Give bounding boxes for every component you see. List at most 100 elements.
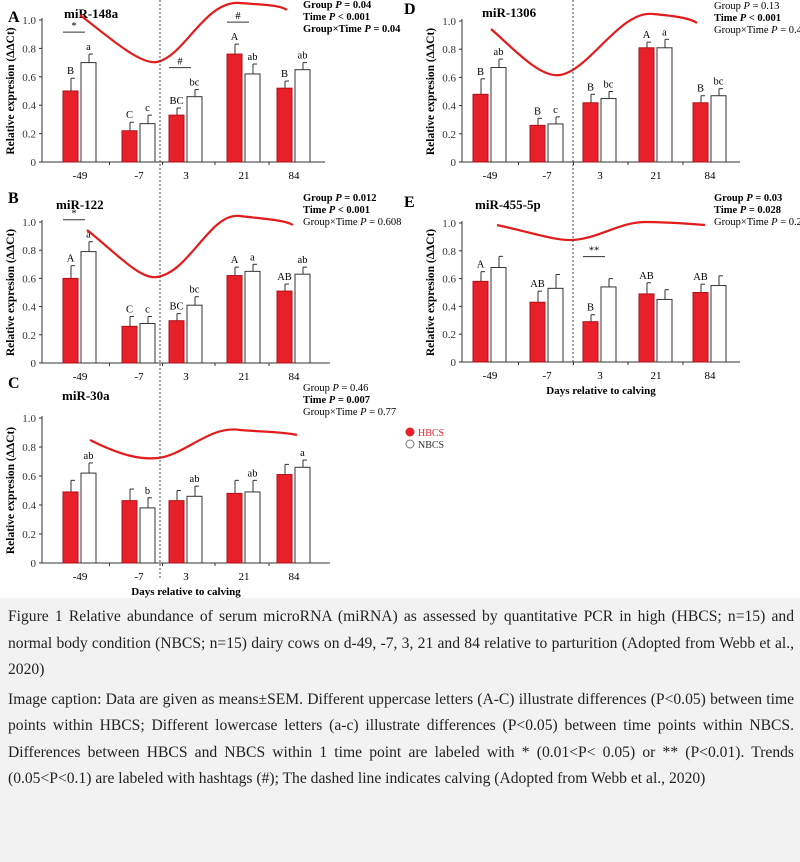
y-tick-label: 0.6 <box>22 471 36 483</box>
significance-letter: ab <box>298 255 308 266</box>
significance-letter: bc <box>190 285 200 296</box>
bar-nbcs <box>244 73 261 163</box>
bar-nbcs <box>244 270 261 364</box>
y-tick-label: 0.6 <box>442 72 456 84</box>
y-tick-label: 0.6 <box>22 72 36 84</box>
significance-letter: ab <box>298 51 308 62</box>
significance-letter: AB <box>693 272 708 283</box>
trend-curve <box>89 428 298 460</box>
x-tick-label: 84 <box>705 170 717 182</box>
bar-hbcs <box>276 290 293 364</box>
y-tick-label: 0.4 <box>442 101 456 113</box>
y-tick-label: 0.4 <box>22 500 36 512</box>
y-tick-label: 1.0 <box>442 218 456 230</box>
stat-label: Group <box>303 193 335 204</box>
figure-caption-text: Figure 1 Relative abundance of serum mic… <box>8 608 794 678</box>
x-tick-label: 84 <box>705 370 717 382</box>
stat-label: Group×Time <box>714 217 771 228</box>
stat-value: = 0.007 <box>335 395 370 406</box>
significance-letter: a <box>250 252 255 263</box>
p-symbol: P <box>329 205 336 216</box>
stat-label: Time <box>714 13 740 24</box>
stat-label: Group×Time <box>303 24 364 35</box>
significance-letter: a <box>662 27 667 38</box>
y-tick-label: 0 <box>31 558 37 570</box>
trend-curve <box>79 1 288 64</box>
stat-value: < 0.001 <box>335 205 370 216</box>
bar-hbcs <box>168 114 185 163</box>
stat-label: Time <box>714 205 740 216</box>
x-tick-label: -7 <box>134 371 144 383</box>
stat-value: = 0.28 <box>778 217 800 228</box>
bar-nbcs <box>80 62 97 163</box>
y-axis-title: Relative expresion (ΔΔCt) <box>5 229 17 356</box>
bar-hbcs <box>472 93 489 163</box>
y-tick-label: 0.8 <box>442 44 456 56</box>
significance-letter: ab <box>84 451 94 462</box>
p-symbol: P <box>359 407 367 418</box>
significance-letter: B <box>281 69 288 80</box>
x-tick-label: 84 <box>289 170 301 182</box>
p-symbol: P <box>740 13 747 24</box>
significance-letter: AB <box>639 271 654 282</box>
stat-line: Group P = 0.04 <box>303 0 372 11</box>
stat-value: = 0.04 <box>342 0 372 11</box>
stat-line: Time P < 0.001 <box>714 13 781 24</box>
trend-curve <box>490 12 698 77</box>
bar-nbcs <box>186 495 203 564</box>
bar-nbcs <box>139 123 156 163</box>
x-tick-label: 3 <box>183 571 189 583</box>
stat-label: Time <box>303 395 329 406</box>
stat-label: Group×Time <box>303 407 360 418</box>
trend-curve <box>86 214 294 279</box>
significance-letter: B <box>587 303 594 314</box>
bar-hbcs <box>638 293 655 363</box>
p-symbol: P <box>335 0 342 11</box>
significance-letter: A <box>477 260 485 271</box>
stat-label: Time <box>303 12 329 23</box>
significance-letter: bc <box>604 80 614 91</box>
significance-letter: AB <box>530 279 545 290</box>
stat-line: Time P < 0.001 <box>303 12 370 23</box>
bar-hbcs <box>692 102 709 163</box>
panel-letter: B <box>8 190 19 207</box>
bar-hbcs <box>582 102 599 163</box>
y-tick-label: 0 <box>31 157 37 169</box>
x-tick-label: -49 <box>483 170 498 182</box>
significance-letter: a <box>86 230 91 241</box>
y-tick-label: 0.4 <box>442 301 456 313</box>
legend-label: HBCS <box>418 428 444 439</box>
x-tick-label: -49 <box>73 371 88 383</box>
bar-hbcs <box>529 301 546 363</box>
p-symbol: P <box>329 12 336 23</box>
stat-line: Group×Time P = 0.77 <box>303 407 396 418</box>
bar-nbcs <box>294 273 311 364</box>
x-tick-label: 21 <box>651 170 662 182</box>
significance-mark: ** <box>589 246 600 257</box>
significance-letter: a <box>300 448 305 459</box>
x-tick-label: -7 <box>542 370 552 382</box>
bar-nbcs <box>600 98 617 163</box>
y-tick-label: 0.6 <box>22 273 36 285</box>
x-axis-title: Days relative to calving <box>546 385 656 397</box>
significance-letter: B <box>67 66 74 77</box>
p-symbol: P <box>335 193 342 204</box>
bar-nbcs <box>80 251 97 364</box>
x-tick-label: 21 <box>239 371 250 383</box>
panel-title: miR-1306 <box>482 5 537 20</box>
y-axis-title: Relative expresion (ΔΔCt) <box>5 27 17 154</box>
p-symbol: P <box>740 205 747 216</box>
bar-hbcs <box>62 491 79 564</box>
bar-nbcs <box>600 286 617 363</box>
y-tick-label: 0 <box>31 358 37 370</box>
x-tick-label: -7 <box>542 170 552 182</box>
stat-value: = 0.46 <box>339 383 369 394</box>
p-symbol: P <box>359 217 367 228</box>
significance-letter: A <box>231 255 239 266</box>
bar-hbcs <box>529 124 546 163</box>
stat-value: = 0.012 <box>342 193 377 204</box>
bar-nbcs <box>490 266 507 363</box>
p-symbol: P <box>742 1 750 12</box>
